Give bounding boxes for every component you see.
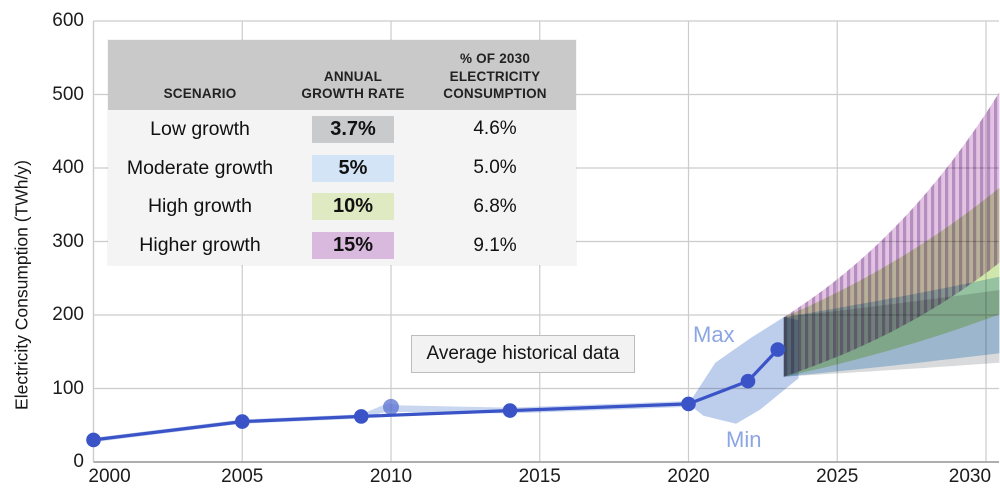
y-tick-label: 300 xyxy=(52,230,84,252)
growth-rate-swatch: 10% xyxy=(312,193,394,221)
table-row: Moderate growth 5% 5.0% xyxy=(108,149,576,188)
y-tick-label: 400 xyxy=(52,157,84,178)
data-point xyxy=(234,414,250,429)
growth-rate-swatch: 5% xyxy=(312,154,394,182)
x-tick-label: 2030 xyxy=(948,466,992,487)
header-2030-consumption: % OF 2030 ELECTRICITY CONSUMPTION xyxy=(443,51,547,102)
table-row: Higher growth 15% 9.1% xyxy=(108,226,576,265)
y-tick-label: 0 xyxy=(73,451,84,472)
scenario-legend-table: SCENARIO ANNUAL GROWTH RATE % OF 2030 EL… xyxy=(108,40,576,265)
data-point xyxy=(86,432,101,448)
consumption-share: 5.0% xyxy=(473,157,517,179)
scenario-name: Higher growth xyxy=(139,234,261,257)
x-tick-label: 2005 xyxy=(221,466,264,487)
scenario-name: Low growth xyxy=(150,117,250,140)
growth-rate-swatch: 15% xyxy=(312,232,394,260)
data-point xyxy=(353,409,369,424)
min-band-label: Min xyxy=(726,427,762,452)
x-tick-label: 2000 xyxy=(88,466,131,487)
minmax-band xyxy=(688,317,799,424)
consumption-share: 4.6% xyxy=(473,118,517,140)
data-point xyxy=(740,373,756,389)
data-point xyxy=(770,342,786,357)
data-point xyxy=(502,403,518,418)
table-row: Low growth 3.7% 4.6% xyxy=(108,110,576,149)
scenario-name: Moderate growth xyxy=(126,156,274,179)
range-data-point-2010 xyxy=(383,398,399,415)
projection-fan-hatch xyxy=(783,92,1000,377)
max-band-label: Max xyxy=(693,322,735,347)
consumption-share: 9.1% xyxy=(473,234,517,256)
x-tick-label: 2020 xyxy=(667,466,710,487)
x-tick-label: 2025 xyxy=(816,466,859,487)
header-scenario: SCENARIO xyxy=(163,86,237,102)
y-tick-label: 100 xyxy=(52,377,84,399)
table-row: High growth 10% 6.8% xyxy=(108,188,576,227)
y-tick-label: 200 xyxy=(52,304,84,325)
header-annual-growth-rate: ANNUAL GROWTH RATE xyxy=(301,68,405,102)
x-tick-label: 2010 xyxy=(369,466,413,487)
historical-range-band xyxy=(93,401,689,443)
x-tick-label: 2015 xyxy=(518,466,561,487)
legend-table-body: Low growth 3.7% 4.6% Moderate growth 5% … xyxy=(108,110,576,265)
growth-rate-swatch: 3.7% xyxy=(312,115,394,143)
data-point xyxy=(681,396,696,412)
legend-table-header-row: SCENARIO ANNUAL GROWTH RATE % OF 2030 EL… xyxy=(108,40,576,110)
y-tick-label: 500 xyxy=(52,83,84,105)
y-tick-label: 600 xyxy=(52,10,84,31)
y-axis-title: Electricity Consumption (TWh/y) xyxy=(11,160,32,410)
average-historical-data-callout: Average historical data xyxy=(411,335,635,373)
scenario-name: High growth xyxy=(147,195,253,218)
consumption-share: 6.8% xyxy=(473,195,517,217)
